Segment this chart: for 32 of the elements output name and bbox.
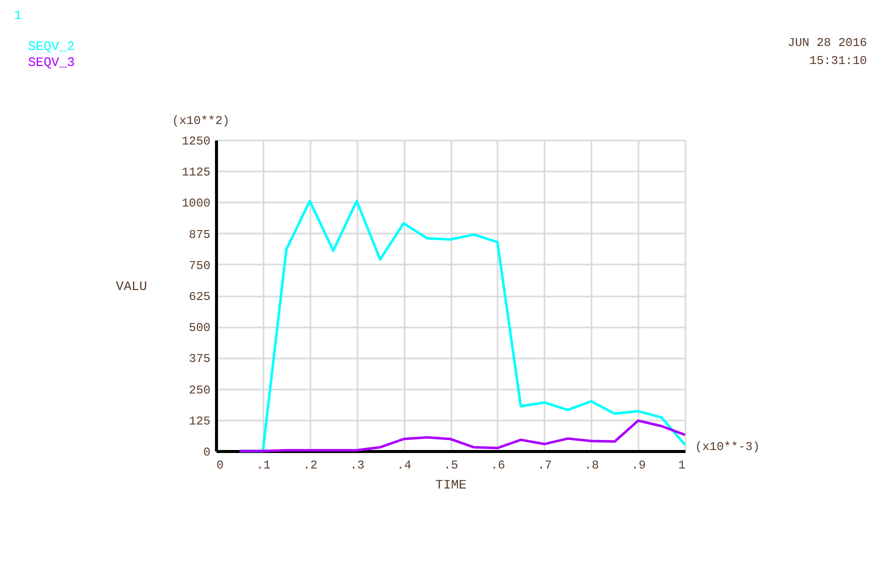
text: (x10**-3): [695, 440, 760, 454]
y-tick-label: 125: [188, 414, 210, 428]
text: (x10**2): [172, 114, 230, 128]
y-tick-label: 625: [188, 290, 210, 304]
y-tick-label: 0: [203, 446, 210, 460]
x-tick-label: .9: [631, 458, 646, 472]
y-tick-label: 500: [188, 321, 210, 336]
y-tick-label: 250: [188, 383, 210, 398]
x-tick-label: .1: [256, 458, 271, 472]
x-tick-label: .4: [396, 458, 412, 472]
x-tick-label: .8: [584, 458, 599, 472]
text: 1: [14, 8, 22, 23]
text: SEQV_2: [28, 39, 75, 54]
x-tick-label: 0: [216, 458, 224, 472]
y-tick-label: 1000: [182, 196, 210, 211]
x-tick-label: .3: [350, 458, 364, 472]
x-axis-title: TIME: [435, 478, 467, 492]
x-tick-label: 1: [678, 458, 686, 472]
x-tick-label: .6: [490, 458, 506, 472]
y-tick-label: 1125: [182, 166, 210, 180]
y-tick-label: 1250: [182, 134, 210, 148]
line-series: [238, 419, 686, 452]
y-tick-label: 750: [188, 258, 210, 273]
y-axis-title: VALU: [116, 279, 148, 294]
x-tick-label: .5: [444, 458, 458, 472]
text: 15:31:10: [809, 54, 867, 68]
x-tick-label: .7: [538, 458, 552, 472]
y-tick-label: 875: [188, 228, 210, 242]
text: SEQV_3: [28, 55, 75, 70]
text: JUN 28 2016: [788, 36, 867, 50]
x-tick-label: .2: [303, 458, 318, 472]
y-tick-label: 375: [188, 352, 210, 366]
